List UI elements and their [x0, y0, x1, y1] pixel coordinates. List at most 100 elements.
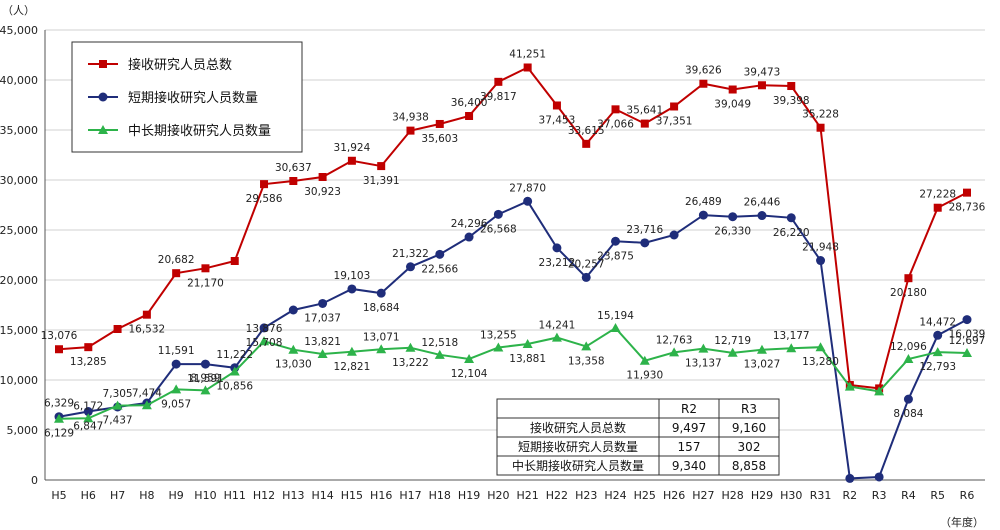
data-label: 27,870	[509, 182, 546, 194]
data-label: 9,057	[161, 398, 191, 410]
data-label: 26,446	[744, 197, 781, 209]
data-label: 21,322	[392, 248, 429, 260]
data-point	[582, 139, 591, 148]
data-point	[523, 196, 533, 206]
data-point	[83, 413, 94, 423]
data-point	[465, 112, 474, 120]
data-point	[230, 257, 239, 265]
data-point	[83, 407, 93, 417]
data-label: 16,039	[949, 329, 986, 341]
data-point	[639, 355, 650, 365]
series-layer	[54, 63, 972, 483]
data-point	[698, 210, 708, 220]
data-label: 20,257	[568, 258, 605, 270]
table-cell: 中长期接收研究人员数量	[512, 458, 644, 473]
data-point	[171, 384, 182, 394]
data-point	[318, 173, 327, 181]
data-point	[757, 211, 767, 221]
x-tick-label: H21	[517, 489, 539, 502]
data-label: 26,330	[714, 226, 751, 238]
data-point	[201, 264, 210, 273]
data-label: 41,251	[509, 48, 546, 60]
legend-marker	[99, 60, 107, 68]
series-line	[58, 200, 968, 480]
x-tick-label: H17	[399, 489, 421, 502]
data-point	[816, 256, 826, 266]
data-label: 31,391	[363, 175, 400, 187]
data-point	[728, 212, 738, 222]
data-point	[493, 209, 503, 219]
data-label: 27,228	[919, 189, 956, 201]
x-tick-label: H26	[663, 489, 685, 502]
data-label: 23,716	[626, 224, 663, 236]
data-point	[962, 348, 972, 358]
x-tick-label: H15	[341, 489, 363, 502]
data-point	[288, 305, 298, 315]
data-label: 39,473	[744, 66, 781, 78]
x-tick-label: H8	[139, 489, 154, 502]
data-label: 13,821	[304, 336, 341, 348]
data-label: 6,847	[73, 421, 103, 433]
table-cell: 接收研究人员总数	[530, 420, 626, 435]
x-tick-label: H30	[780, 489, 802, 502]
data-label: 11,591	[158, 345, 195, 357]
data-label: 19,103	[334, 270, 371, 282]
data-label: 12,697	[949, 335, 986, 347]
data-point	[845, 473, 855, 483]
data-label: 23,875	[597, 250, 634, 262]
data-label: 37,066	[597, 118, 634, 130]
series-line	[58, 66, 968, 390]
data-label: 21,948	[802, 242, 839, 254]
data-point	[904, 274, 913, 283]
data-label: 13,137	[685, 358, 722, 370]
y-tick-label: 10,000	[0, 374, 38, 387]
data-label: 39,398	[773, 95, 810, 107]
data-label: 12,763	[656, 334, 693, 346]
data-label: 13,071	[363, 331, 400, 343]
x-tick-label: H19	[458, 489, 480, 502]
data-label: 35,603	[421, 133, 458, 145]
data-label: 6,172	[73, 400, 103, 412]
data-point	[581, 341, 592, 351]
data-label: 33,615	[568, 125, 605, 137]
y-tick-label: 35,000	[0, 124, 38, 137]
data-point	[200, 359, 210, 369]
legend-label: 中长期接收研究人员数量	[128, 123, 271, 139]
data-label: 11,591	[187, 373, 224, 385]
y-tick-label: 30,000	[0, 174, 38, 187]
x-tick-label: H13	[282, 489, 304, 502]
data-label: 24,296	[451, 218, 488, 230]
data-point	[756, 344, 767, 354]
data-point	[670, 102, 679, 111]
table-cell: 9,497	[672, 421, 706, 435]
x-tick-label: H28	[722, 489, 744, 502]
legend-marker	[98, 125, 108, 134]
x-tick-label: R3	[872, 489, 887, 502]
x-tick-label: H18	[429, 489, 451, 502]
data-point	[172, 269, 181, 278]
x-tick-label: H12	[253, 489, 275, 502]
data-label: 26,489	[685, 196, 722, 208]
data-point	[610, 323, 621, 333]
data-label: 17,037	[304, 312, 341, 324]
x-tick-label: H9	[169, 489, 184, 502]
data-label: 39,817	[480, 91, 517, 103]
data-label: 13,030	[275, 359, 312, 371]
data-point	[141, 400, 152, 410]
data-point	[318, 298, 328, 308]
data-point	[435, 119, 444, 128]
series-line	[58, 326, 968, 420]
table-cell: 157	[678, 440, 701, 454]
y-tick-label: 5,000	[7, 424, 39, 437]
data-label: 12,518	[421, 337, 458, 349]
y-tick-label: 40,000	[0, 74, 38, 87]
data-point	[669, 347, 680, 357]
data-point	[611, 105, 620, 114]
x-tick-label: R2	[843, 489, 858, 502]
axes: 0 5,000 10,000 15,000 20,000 25,000 30,000 35,0…	[0, 24, 974, 502]
data-point	[54, 413, 64, 423]
y-tick-label: 15,000	[0, 324, 38, 337]
data-point	[376, 344, 387, 354]
data-label: 34,938	[392, 112, 429, 124]
